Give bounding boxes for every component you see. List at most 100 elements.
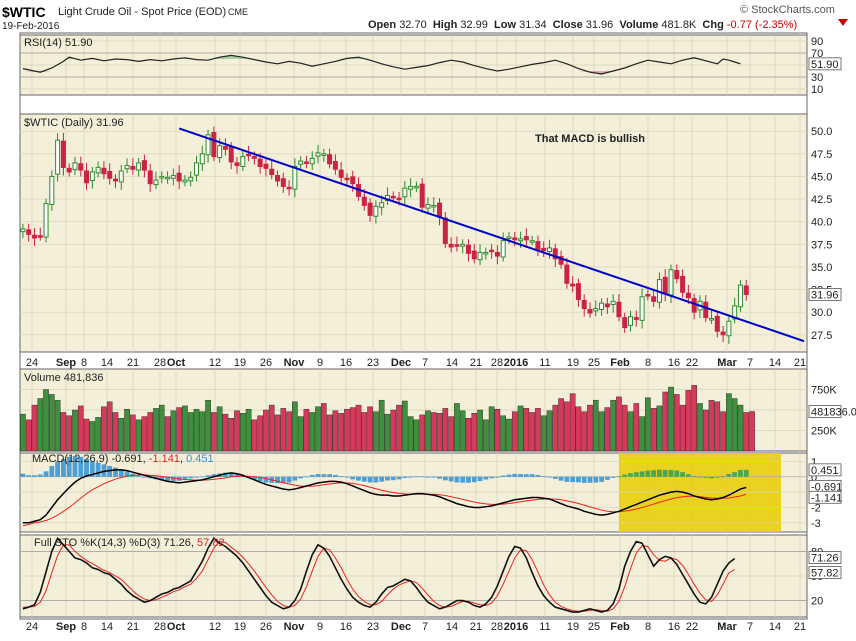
candle-body — [633, 317, 639, 320]
x-tick-label: 22 — [686, 621, 698, 633]
volume-bar — [425, 410, 431, 452]
candle-body — [170, 175, 176, 179]
candle-body — [651, 296, 657, 302]
candle-body — [425, 203, 431, 209]
sto-tick-label: 20 — [811, 596, 823, 608]
macd-hist-bar — [685, 474, 691, 477]
chg-label: Chg — [702, 19, 724, 31]
volume-bar — [616, 396, 622, 452]
volume-bars — [20, 385, 755, 452]
candle-body — [454, 244, 460, 247]
price-last-label-box — [808, 288, 842, 301]
volume-bar — [668, 386, 674, 452]
macd-hist-bar — [107, 466, 113, 477]
candle-body — [500, 240, 506, 258]
macd-hist-bar — [257, 476, 263, 482]
candle-body — [275, 175, 281, 182]
volume-bar — [49, 394, 55, 452]
macd-hist-bar — [49, 466, 55, 477]
volume-bar — [749, 411, 755, 452]
price-tick-label: 47.5 — [811, 149, 832, 161]
volume-bar — [546, 410, 553, 452]
volume-bar — [31, 404, 38, 452]
macd-hist-bar — [500, 475, 506, 477]
macd-hist-bar — [714, 476, 720, 478]
macd-hist-bar — [523, 474, 529, 477]
volume-bar — [413, 419, 420, 452]
macd-hist-bar — [512, 473, 518, 477]
macd-signal-label: -1.141 — [811, 492, 842, 504]
x-tick-label: Sep — [56, 621, 76, 633]
x-tick-label: 7 — [747, 357, 753, 369]
candle-body — [43, 203, 49, 238]
macd-hist-bar — [309, 474, 315, 477]
candle-body — [228, 146, 234, 163]
candle-body — [280, 178, 286, 187]
dropdown-triangle-icon[interactable] — [838, 19, 848, 26]
volume-bar — [309, 412, 316, 452]
candle-body — [390, 195, 396, 199]
macd-hist-bar — [95, 462, 101, 477]
macd-hist-bar — [419, 476, 425, 478]
volume-tick-label: 250K — [811, 426, 837, 438]
candle-body — [396, 197, 402, 201]
volume-bar — [158, 404, 165, 452]
volume-bar — [390, 409, 397, 452]
candle-body — [176, 172, 182, 182]
macd-hist-bar — [726, 474, 732, 477]
volume-bar — [419, 414, 425, 452]
price-tick-label: 42.5 — [811, 194, 832, 206]
chart-header: $WTIC Light Crude Oil - Spot Price (EOD)… — [0, 0, 856, 34]
macd-hist-bar — [396, 476, 402, 480]
volume-bar — [488, 406, 495, 452]
macd-hist-bar — [118, 469, 124, 477]
chg-value: -0.77 (-2.35%) — [726, 19, 798, 31]
candle-body — [541, 247, 547, 252]
close-value: 31.96 — [585, 19, 614, 31]
candle-body — [518, 238, 524, 242]
volume-bar — [384, 413, 391, 452]
volume-bar — [130, 414, 136, 452]
candle-body — [645, 294, 651, 297]
candle-body — [685, 292, 691, 299]
volume-bar — [245, 408, 252, 452]
candle-body — [448, 243, 454, 248]
x-tick-label: Sep — [56, 357, 76, 369]
price-panel-bg — [19, 113, 808, 353]
brand-watermark: © StockCharts.com — [740, 4, 835, 16]
high-label: High — [432, 19, 458, 31]
candle-body — [437, 202, 443, 218]
volume-bar — [54, 399, 61, 452]
volume-bar — [20, 413, 26, 452]
macd-hist-bar — [442, 476, 448, 481]
volume-bar — [89, 421, 96, 452]
x-tick-label: 8 — [81, 621, 87, 633]
volume-bar — [106, 401, 113, 452]
x-tick-label: 28 — [491, 357, 503, 369]
candle-body — [726, 320, 732, 337]
candle-body — [49, 175, 55, 205]
macd-hist-bar — [344, 476, 350, 478]
volume-bar — [483, 419, 489, 452]
x-tick-label: 8 — [645, 621, 651, 633]
volume-bar — [442, 408, 449, 452]
volume-bar — [569, 393, 576, 452]
volume-bar — [205, 399, 211, 452]
volume-bar — [471, 413, 478, 452]
macd-hist-bar — [350, 476, 356, 480]
volume-bar — [263, 409, 269, 452]
candle-body — [714, 315, 720, 332]
volume-bar — [540, 415, 547, 452]
macd-hist-bar — [367, 476, 373, 483]
candle-body — [674, 270, 680, 280]
instrument-name: Light Crude Oil - Spot Price (EOD) — [58, 6, 227, 18]
sto-title-part: 57.82 — [197, 537, 225, 549]
macd-hist-bar — [32, 475, 37, 477]
candle-body — [732, 305, 738, 320]
candle-body — [286, 186, 292, 190]
volume-bar — [714, 401, 721, 452]
rsi-tick-label: 10 — [811, 84, 823, 96]
x-tick-label: Mar — [717, 357, 737, 369]
x-tick-label: Dec — [391, 357, 411, 369]
candle-body — [193, 162, 199, 176]
